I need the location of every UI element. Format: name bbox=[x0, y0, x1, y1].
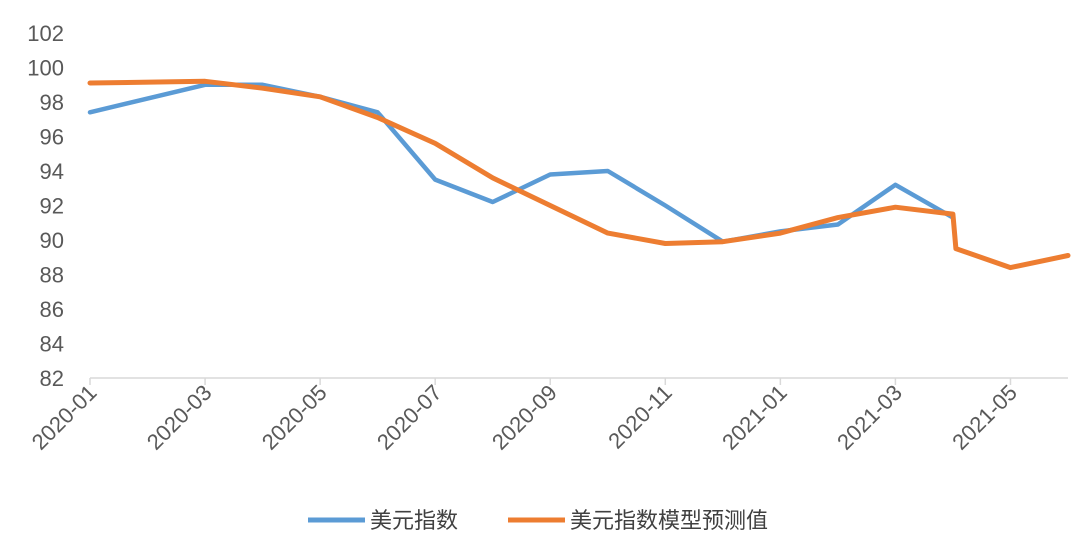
y-tick-label: 100 bbox=[27, 56, 64, 81]
x-tick-label: 2020-09 bbox=[487, 380, 562, 455]
series-line-2 bbox=[87, 78, 1071, 271]
y-tick-label: 92 bbox=[40, 194, 64, 219]
y-tick-label: 88 bbox=[40, 263, 64, 288]
x-tick-label: 2020-07 bbox=[372, 380, 447, 455]
y-tick-label: 90 bbox=[40, 228, 64, 253]
x-tick-label: 2020-11 bbox=[603, 380, 677, 454]
y-tick-label: 86 bbox=[40, 297, 64, 322]
y-tick-label: 98 bbox=[40, 90, 64, 115]
x-axis-ticks: 2020-01 2020-03 2020-05 2020-07 2020-09 2020-… bbox=[27, 378, 1022, 455]
x-tick-label: 2020-03 bbox=[142, 380, 217, 455]
series-line-1 bbox=[87, 82, 956, 244]
y-tick-label: 82 bbox=[40, 366, 64, 391]
legend: 美元指数 美元指数模型预测值 bbox=[308, 508, 768, 533]
y-tick-label: 102 bbox=[27, 21, 64, 46]
x-tick-label: 2021-01 bbox=[717, 380, 792, 455]
x-tick-label: 2020-05 bbox=[257, 380, 332, 455]
legend-label: 美元指数模型预测值 bbox=[570, 508, 768, 533]
x-tick-label: 2021-05 bbox=[947, 380, 1022, 455]
legend-label: 美元指数 bbox=[370, 508, 458, 533]
y-tick-label: 84 bbox=[40, 332, 64, 357]
x-tick-label: 2020-01 bbox=[27, 380, 102, 455]
y-axis-ticks: 82 84 86 88 90 92 94 96 98 100 102 bbox=[27, 21, 64, 391]
series-lines bbox=[87, 78, 1071, 271]
x-tick-label: 2021-03 bbox=[832, 380, 907, 455]
y-tick-label: 94 bbox=[40, 159, 64, 184]
y-tick-label: 96 bbox=[40, 125, 64, 150]
